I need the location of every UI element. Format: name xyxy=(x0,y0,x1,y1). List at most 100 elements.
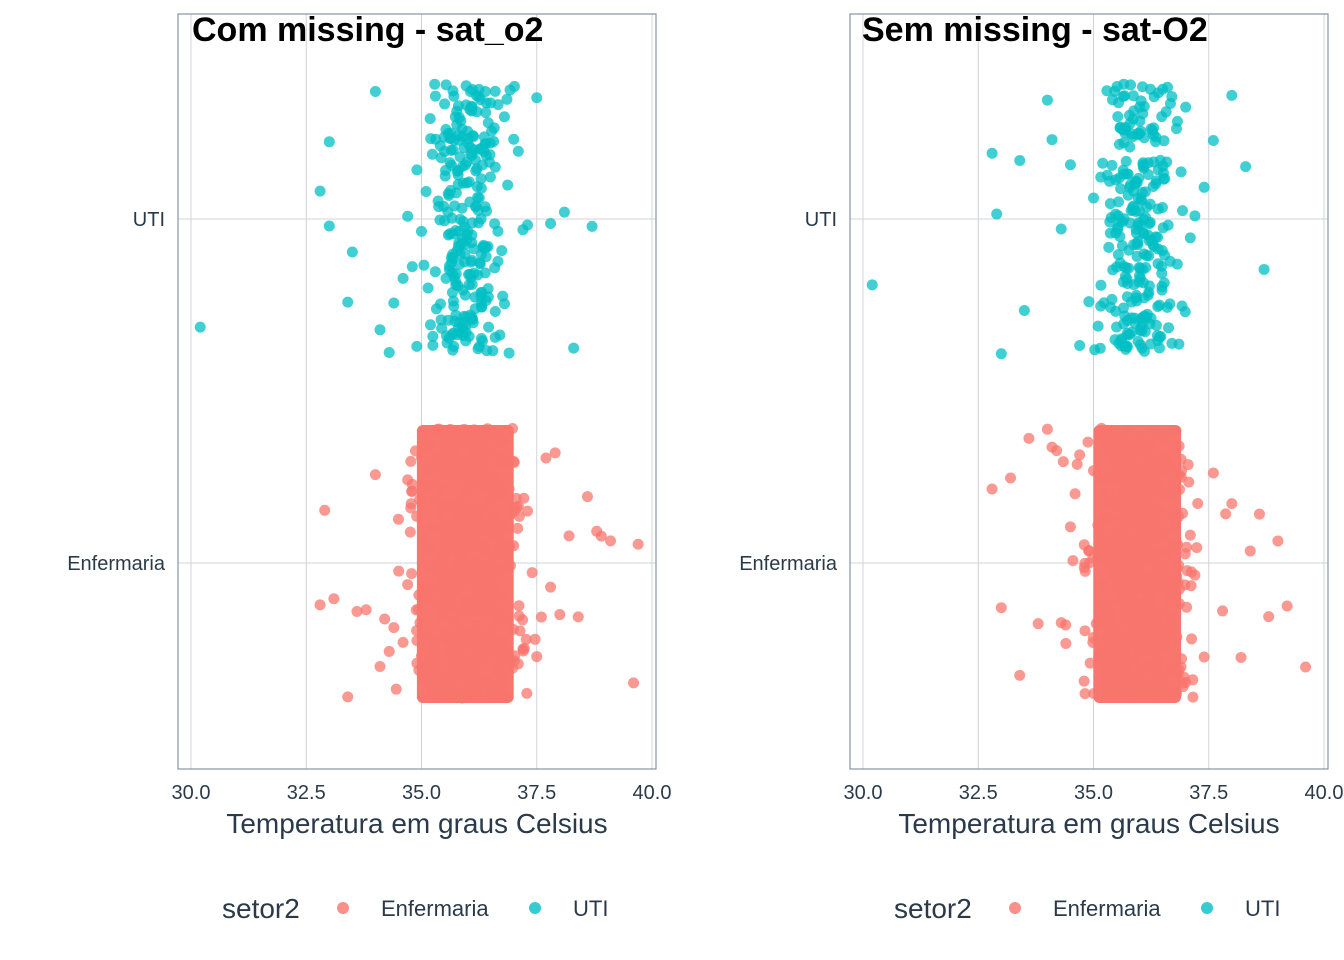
point xyxy=(422,465,434,477)
point xyxy=(1173,338,1185,350)
x-tick-label: 37.5 xyxy=(517,782,556,804)
point xyxy=(1169,523,1181,535)
point xyxy=(369,85,381,97)
point xyxy=(605,535,617,547)
point xyxy=(866,279,878,291)
point xyxy=(351,605,363,617)
point xyxy=(1126,633,1138,645)
point xyxy=(487,471,499,483)
point xyxy=(514,625,526,637)
point xyxy=(420,479,432,491)
point xyxy=(453,474,465,486)
point xyxy=(1177,205,1189,217)
x-axis-label: Temperatura em graus Celsius xyxy=(226,808,607,839)
series-enfermaria xyxy=(986,422,1312,703)
point xyxy=(454,213,466,225)
point xyxy=(493,641,505,653)
point xyxy=(1240,161,1252,173)
point xyxy=(1078,675,1090,687)
point xyxy=(1113,97,1125,109)
point xyxy=(1118,318,1130,330)
point xyxy=(418,674,430,686)
point xyxy=(1152,231,1164,243)
point xyxy=(452,164,464,176)
point xyxy=(482,283,494,295)
point xyxy=(458,423,470,435)
y-tick-label: Enfermaria xyxy=(739,553,838,575)
point xyxy=(466,579,478,591)
point xyxy=(508,456,520,468)
point xyxy=(461,488,473,500)
point xyxy=(521,687,533,699)
point xyxy=(435,569,447,581)
point xyxy=(1207,135,1219,147)
point xyxy=(466,229,478,241)
point xyxy=(360,604,372,616)
point xyxy=(433,423,445,435)
point xyxy=(466,255,478,267)
point xyxy=(1182,459,1194,471)
point xyxy=(468,424,480,436)
point xyxy=(440,79,452,91)
point xyxy=(484,171,496,183)
point xyxy=(1122,168,1134,180)
point xyxy=(1146,600,1158,612)
point xyxy=(422,282,434,294)
point xyxy=(451,105,463,117)
point xyxy=(442,188,454,200)
legend-key-uti xyxy=(1201,902,1213,914)
point xyxy=(491,512,503,524)
point xyxy=(1192,497,1204,509)
point xyxy=(1176,677,1188,689)
point xyxy=(406,485,418,497)
point xyxy=(1300,661,1312,673)
point xyxy=(447,228,459,240)
point xyxy=(1088,687,1100,699)
point xyxy=(495,543,507,555)
point xyxy=(1120,155,1132,167)
point xyxy=(479,201,491,213)
point xyxy=(549,447,561,459)
point xyxy=(438,550,450,562)
point xyxy=(1171,115,1183,127)
point xyxy=(995,348,1007,360)
point xyxy=(1170,685,1182,697)
point xyxy=(482,117,494,129)
legend-label-enfermaria: Enfermaria xyxy=(1053,896,1161,921)
point xyxy=(1136,624,1148,636)
legend: setor2 Enfermaria UTI xyxy=(222,893,608,924)
point xyxy=(508,80,520,92)
x-tick-label: 40.0 xyxy=(633,782,672,804)
point xyxy=(1176,653,1188,665)
point xyxy=(1051,445,1063,457)
point xyxy=(498,674,510,686)
x-tick-label: 32.5 xyxy=(959,782,998,804)
point xyxy=(1131,435,1143,447)
point xyxy=(1158,135,1170,147)
point xyxy=(470,605,482,617)
point xyxy=(1258,263,1270,275)
point xyxy=(435,500,447,512)
point xyxy=(1138,248,1150,260)
chart-title: Com missing - sat_o2 xyxy=(192,11,543,49)
point xyxy=(319,504,331,516)
point xyxy=(1046,134,1058,146)
point xyxy=(425,438,437,450)
point xyxy=(446,212,458,224)
point xyxy=(436,594,448,606)
point xyxy=(469,454,481,466)
point xyxy=(1107,264,1119,276)
point xyxy=(1181,601,1193,613)
point xyxy=(481,592,493,604)
point xyxy=(1150,673,1162,685)
point xyxy=(194,321,206,333)
point xyxy=(411,510,423,522)
point xyxy=(1156,527,1168,539)
point xyxy=(429,78,441,90)
point xyxy=(513,610,525,622)
point xyxy=(1119,454,1131,466)
point xyxy=(1175,661,1187,673)
point xyxy=(572,611,584,623)
point xyxy=(461,156,473,168)
point xyxy=(430,303,442,315)
